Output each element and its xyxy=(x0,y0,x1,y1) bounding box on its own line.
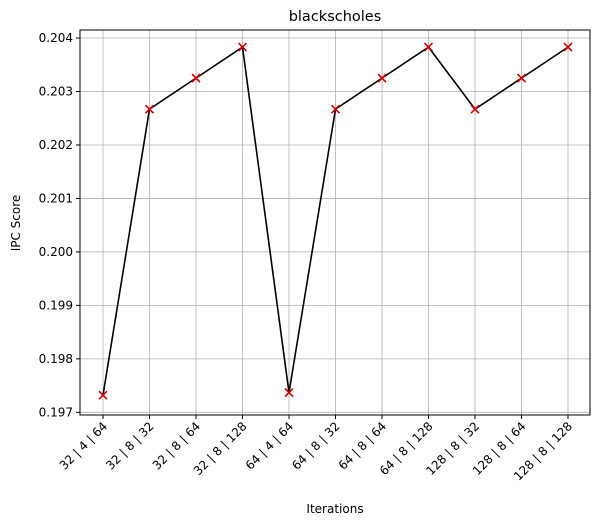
y-tick-label: 0.201 xyxy=(39,191,73,205)
y-axis-label: IPC Score xyxy=(9,195,23,252)
y-tick-label: 0.203 xyxy=(39,84,73,98)
grid xyxy=(80,30,590,415)
marker-stroke xyxy=(563,42,573,52)
x-tick-label: 32 | 8 | 32 xyxy=(103,419,156,472)
series-ipc xyxy=(98,42,573,400)
marker-stroke xyxy=(144,104,155,114)
data-point-marker xyxy=(377,73,387,83)
marker-stroke xyxy=(423,42,434,52)
marker-stroke xyxy=(191,73,201,83)
data-point-marker xyxy=(284,387,294,398)
marker-stroke xyxy=(470,104,480,114)
marker-stroke xyxy=(377,73,387,83)
y-tick-label: 0.198 xyxy=(39,352,73,366)
data-point-marker xyxy=(330,104,341,114)
data-point-marker xyxy=(144,104,155,114)
x-tick-label: 32 | 4 | 64 xyxy=(57,419,110,472)
data-point-marker xyxy=(191,73,201,83)
x-axis-label: Iterations xyxy=(306,502,363,516)
x-tick-label: 64 | 4 | 64 xyxy=(243,419,296,472)
y-tick-label: 0.197 xyxy=(39,405,73,419)
marker-stroke xyxy=(330,104,341,114)
chart-title: blackscholes xyxy=(289,9,382,25)
marker-stroke xyxy=(516,73,527,83)
data-point-marker xyxy=(563,42,573,52)
marker-stroke xyxy=(284,387,294,398)
marker-stroke xyxy=(237,42,248,52)
data-point-marker xyxy=(98,390,108,400)
data-point-marker xyxy=(516,73,527,83)
data-point-marker xyxy=(237,42,248,52)
y-tick-label: 0.204 xyxy=(39,31,73,45)
axes: 0.197 0.198 0.199 0.200 0.201 0.202 0.203 0.204… xyxy=(39,29,591,483)
y-tick-label: 0.199 xyxy=(39,298,73,312)
marker-stroke xyxy=(98,390,108,400)
data-point-marker xyxy=(470,104,480,114)
y-tick-label: 0.200 xyxy=(39,245,73,259)
x-tick-label: 64 | 8 | 32 xyxy=(289,419,342,472)
chart-text: blackscholes Iterations IPC Score xyxy=(9,9,381,516)
data-point-marker xyxy=(423,42,434,52)
y-tick-label: 0.202 xyxy=(39,138,73,152)
plot-frame xyxy=(79,29,591,416)
